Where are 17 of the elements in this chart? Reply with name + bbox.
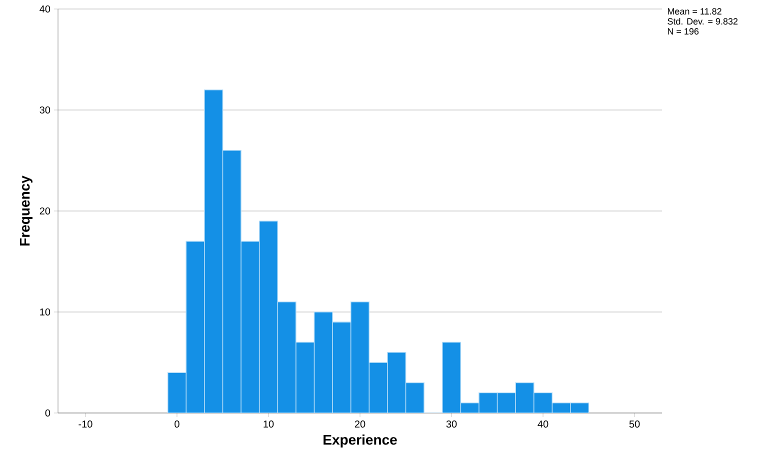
x-tick-label: 50	[629, 420, 640, 428]
text: Mean = 11.82	[668, 8, 722, 15]
y-tick-label: 0	[45, 409, 50, 417]
y-tick-label: 20	[40, 207, 50, 215]
x-tick-label: 40	[538, 420, 548, 428]
x-tick-label: 30	[446, 420, 457, 428]
y-tick-label: 40	[40, 5, 50, 13]
x-tick-label: -10	[78, 420, 92, 428]
y-tick-label: 30	[40, 106, 50, 114]
text: N = 196	[668, 28, 699, 35]
y-axis-title: Frequency	[20, 176, 32, 246]
x-tick-label: 10	[264, 420, 274, 428]
x-tick-label: 20	[354, 420, 366, 428]
text: Std. Dev. = 9.832	[668, 18, 738, 25]
x-axis-title: Experience	[324, 434, 397, 448]
y-tick-label: 10	[40, 308, 50, 316]
x-tick-label: 0	[174, 420, 180, 428]
